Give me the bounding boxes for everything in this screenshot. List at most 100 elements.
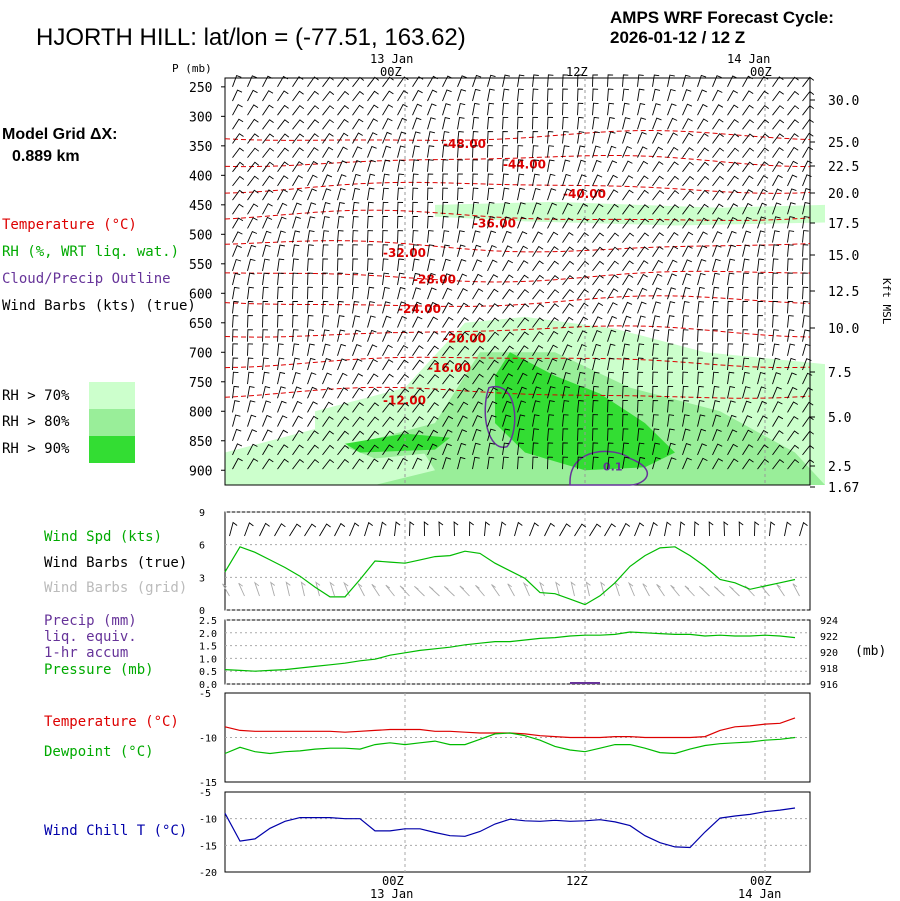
height-tick-label-8: 7.5 (828, 366, 851, 381)
height-tick-label-3: 20.0 (828, 187, 859, 202)
precip-bar-23 (570, 682, 585, 684)
pressure-tick-label-9: 700 (189, 346, 212, 361)
temp-tick-label-1: -10 (199, 734, 217, 745)
grid-spacing-label: Model Grid ΔX: (2, 126, 118, 143)
height-tick-label-4: 17.5 (828, 217, 859, 232)
height-tick-label-2: 22.5 (828, 160, 859, 175)
legend-cloud-outline: Cloud/Precip Outline (2, 271, 171, 287)
precip-accum-label: 1-hr accum (44, 645, 129, 661)
height-tick-label-10: 2.5 (828, 460, 851, 475)
pressure-tick-label-3: 918 (820, 664, 838, 675)
wind-chill-line (224, 807, 796, 849)
pressure-tick-label-5: 500 (189, 228, 212, 243)
forecast-cycle-label: AMPS WRF Forecast Cycle: (610, 8, 834, 27)
temp-tick-label-2: -15 (199, 778, 217, 789)
temp-contour-label-2: -40.00 (563, 187, 606, 201)
precip-tick-label-2: 1.5 (199, 642, 217, 653)
temp-contour-label-5: -28.00 (413, 273, 456, 287)
top-hour-00z-13: 00Z (380, 65, 402, 79)
legend-rh70-swatch (89, 382, 135, 409)
bottom-date-13jan: 13 Jan (370, 887, 414, 901)
legend-temperature: Temperature (°C) (2, 217, 137, 233)
pressure-tick-label-13: 900 (189, 464, 212, 479)
temp-contour-label-7: -20.00 (443, 332, 486, 346)
pressure-tick-label-4: 916 (820, 680, 838, 691)
legend-rh90-swatch (89, 436, 135, 463)
pressure-unit: (mb) (855, 644, 887, 659)
temp-contour-label-6: -24.00 (398, 302, 441, 316)
bottom-date-14jan: 14 Jan (738, 887, 782, 901)
pressure-tick-label-4: 450 (189, 199, 212, 214)
legend-rh70-label: RH > 70% (2, 388, 70, 404)
pressure-tick-label-2: 920 (820, 648, 838, 659)
bottom-hour-12z: 12Z (566, 874, 588, 888)
forecast-cycle-value: 2026-01-12 / 12 Z (610, 28, 746, 47)
rh-shade-5 (345, 433, 450, 453)
pressure-tick-label-10: 750 (189, 376, 212, 391)
temp-contour-1 (224, 154, 811, 168)
height-tick-label-9: 5.0 (828, 411, 851, 426)
dewpoint-line (224, 732, 796, 755)
top-hour-12z: 12Z (566, 65, 588, 79)
precip-tick-label-3: 1.0 (199, 654, 217, 665)
temp-contour-label-4: -32.00 (383, 246, 426, 260)
cross-section-frame (224, 77, 811, 486)
precip-tick-label-5: 0.0 (199, 680, 217, 691)
temperature-line (224, 717, 796, 739)
temp-contour-label-9: -12.00 (383, 393, 426, 407)
grid-spacing-value: 0.889 km (12, 148, 80, 165)
wind-chill-label: Wind Chill T (°C) (44, 823, 188, 839)
legend-rh80-label: RH > 80% (2, 414, 70, 430)
bottom-hour-00z-14: 00Z (750, 874, 772, 888)
pressure-label: Pressure (mb) (44, 662, 154, 678)
temp-contour-3 (224, 209, 811, 221)
height-tick-label-5: 15.0 (828, 249, 859, 264)
top-hour-00z-14: 00Z (750, 65, 772, 79)
wind-panel-frame (224, 511, 811, 611)
height-axis-label: Kft MSL (880, 278, 893, 325)
temp-contour-label-8: -16.00 (428, 361, 471, 375)
top-date-14jan: 14 Jan (727, 52, 771, 66)
wind-barbs-grid-label: Wind Barbs (grid) (44, 580, 188, 596)
legend-rh: RH (%, WRT liq. wat.) (2, 244, 180, 260)
pressure-tick-label-7: 600 (189, 287, 212, 302)
pressure-tick-label-11: 800 (189, 405, 212, 420)
temperature-label: Temperature (°C) (44, 714, 179, 730)
pressure-tick-label-6: 550 (189, 258, 212, 273)
pressure-tick-label-12: 850 (189, 435, 212, 450)
wind-tick-label-2: 6 (199, 541, 205, 552)
temp-contour-7 (224, 325, 811, 338)
rh-shade-4 (495, 352, 675, 471)
height-tick-label-0: 30.0 (828, 94, 859, 109)
wind-speed-label: Wind Spd (kts) (44, 529, 163, 545)
legend-wind-barbs: Wind Barbs (kts) (true) (2, 298, 196, 314)
precip-label: Precip (mm) (44, 613, 137, 629)
height-tick-label-1: 25.0 (828, 136, 859, 151)
height-tick-label-6: 12.5 (828, 285, 859, 300)
temp-contour-6 (224, 295, 811, 307)
chill-panel-frame (224, 791, 811, 873)
temp-tick-label-0: -5 (199, 689, 211, 700)
wind-barbs-true-row (229, 521, 808, 537)
pressure-tick-label-1: 300 (189, 110, 212, 125)
pressure-tick-label-8: 650 (189, 317, 212, 332)
temp-contour-label-0: -48.00 (443, 137, 486, 151)
chill-tick-label-2: -15 (199, 841, 217, 852)
legend-rh90-label: RH > 90% (2, 441, 70, 457)
wind-tick-label-0: 0 (199, 606, 205, 617)
legend-rh80-swatch (89, 409, 135, 436)
pressure-tick-label-0: 924 (820, 616, 838, 627)
pressure-tick-label-1: 922 (820, 632, 838, 643)
page-title: HJORTH HILL: lat/lon = (-77.51, 163.62) (36, 24, 466, 51)
height-tick-label-11: 1.67 (828, 481, 859, 496)
chill-tick-label-1: -10 (199, 815, 217, 826)
temp-contour-label-1: -44.00 (503, 158, 546, 172)
wind-barbs-grid-row (222, 581, 800, 597)
pressure-tick-label-0: 250 (189, 81, 212, 96)
wind-tick-label-3: 9 (199, 508, 205, 519)
wind-tick-label-1: 3 (199, 573, 205, 584)
wind-barbs-cross-section (232, 74, 815, 470)
dewpoint-label: Dewpoint (°C) (44, 744, 154, 760)
cloud-outline-label: 0.1 (603, 460, 623, 473)
